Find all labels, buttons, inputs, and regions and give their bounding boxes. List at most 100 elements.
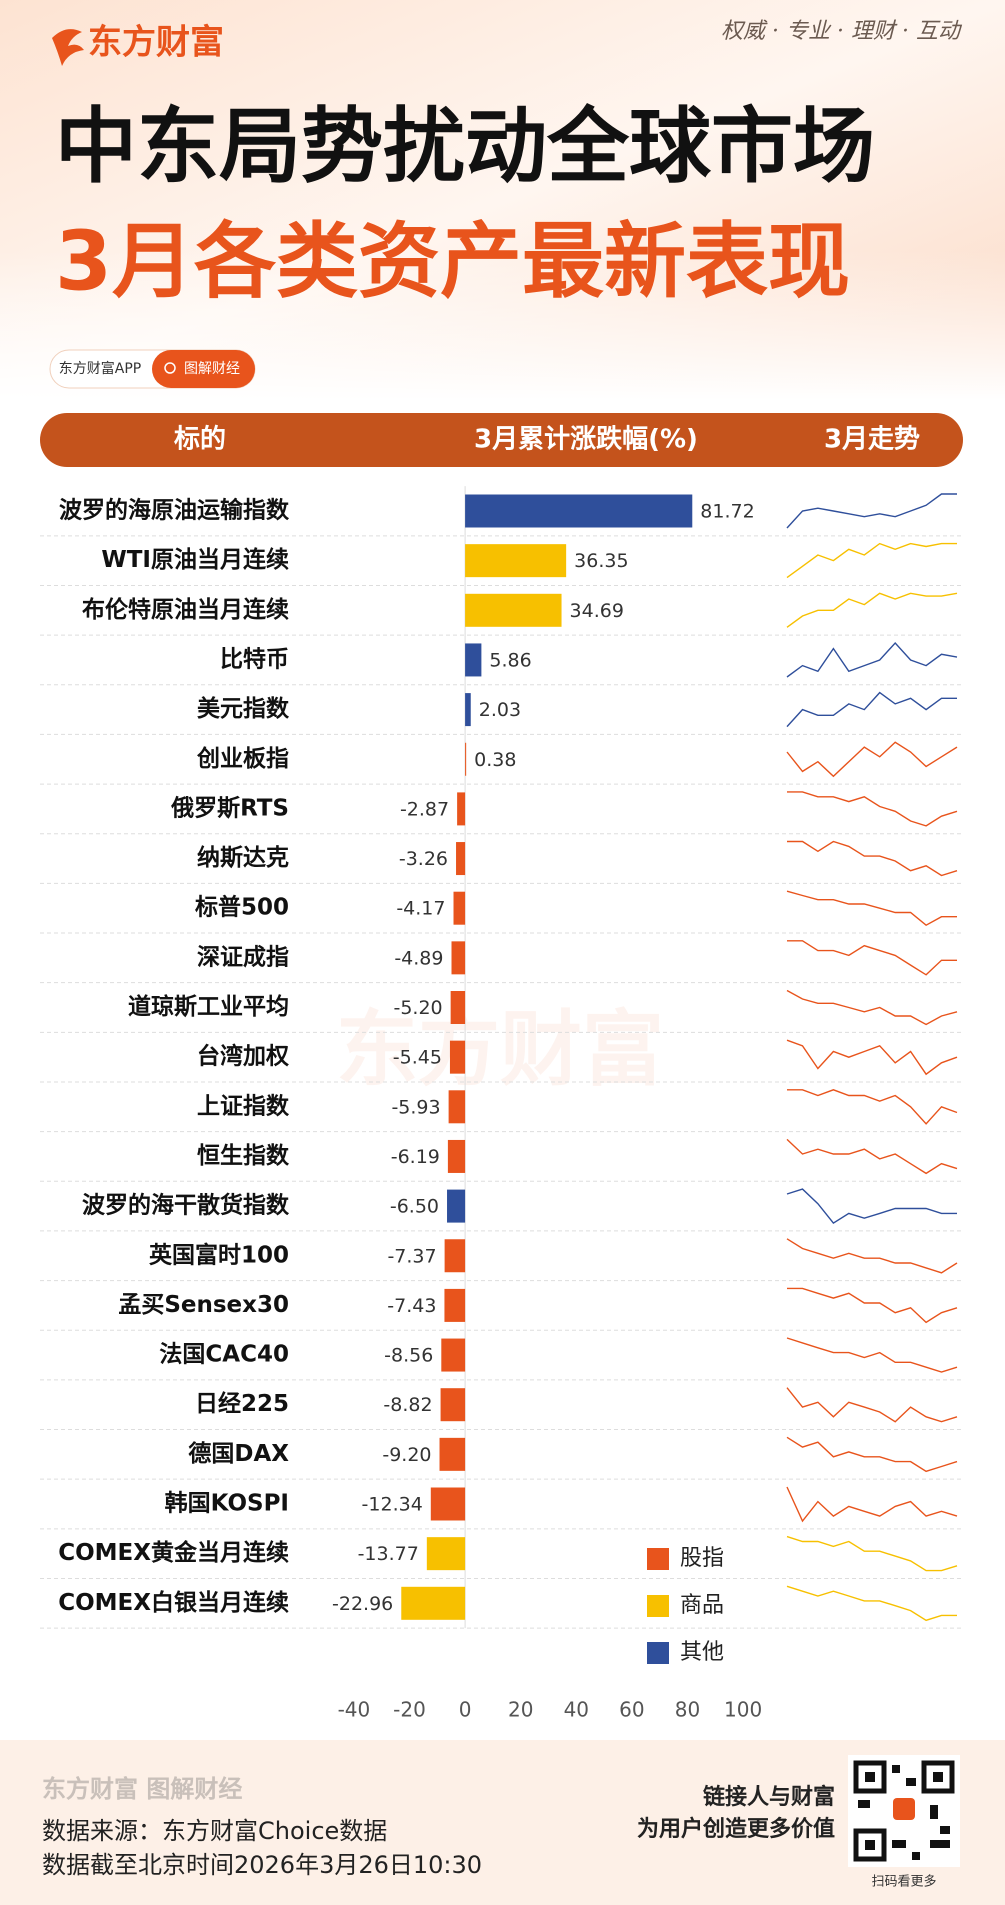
bar: [441, 1338, 466, 1372]
category-label: 纳斯达克: [197, 844, 289, 871]
category-label: 日经225: [195, 1390, 289, 1417]
value-label: -6.50: [390, 1196, 439, 1218]
bar: [401, 1586, 466, 1620]
category-label: 美元指数: [197, 695, 290, 722]
bar: [447, 1189, 466, 1223]
search-icon: [164, 362, 176, 374]
value-label: -12.34: [362, 1494, 423, 1516]
sparkline: [787, 840, 958, 877]
category-label: 恒生指数: [197, 1143, 290, 1169]
value-label: -8.82: [383, 1394, 432, 1416]
category-label: 标普500: [195, 894, 289, 921]
x-tick-label: 0: [459, 1698, 472, 1722]
category-label: 比特币: [220, 646, 289, 672]
bar: [448, 1090, 466, 1124]
sparkline: [786, 691, 957, 728]
value-label: -8.56: [384, 1345, 433, 1367]
bar: [456, 842, 466, 876]
sparkline: [787, 791, 958, 827]
value-label: 0.38: [474, 749, 516, 771]
watermark: 东方财富: [336, 1002, 664, 1097]
column-header: 3月走势: [824, 425, 920, 455]
sparkline: [786, 1188, 957, 1225]
legend-label: 其他: [680, 1640, 724, 1665]
value-label: 36.35: [574, 550, 628, 572]
value-label: -7.37: [387, 1245, 436, 1267]
value-label: 34.69: [570, 600, 624, 622]
value-label: 81.72: [700, 501, 754, 523]
category-label: 韩国KOSPI: [165, 1490, 289, 1517]
category-label: 波罗的海原油运输指数: [59, 497, 290, 524]
bar: [453, 891, 466, 925]
footer-slogan: 链接人与财富: [703, 1784, 835, 1810]
category-label: 法国CAC40: [159, 1342, 289, 1368]
legend-label: 商品: [680, 1593, 724, 1618]
tag-topic: 图解财经: [184, 361, 240, 377]
tag-app: 东方财富APP: [59, 360, 141, 377]
sparkline: [786, 1585, 957, 1622]
sparkline: [786, 1238, 958, 1274]
x-tick-label: 100: [724, 1698, 762, 1722]
bar: [449, 1040, 466, 1074]
sparkline: [786, 1486, 958, 1523]
sparkline: [786, 592, 958, 628]
x-tick-label: -20: [393, 1698, 426, 1722]
bar: [444, 1288, 466, 1322]
category-label: 布伦特原油当月连续: [82, 596, 289, 623]
bar: [439, 1437, 466, 1471]
category-label: COMEX黄金当月连续: [58, 1539, 289, 1566]
category-label: 道琼斯工业平均: [128, 993, 289, 1020]
column-header: 3月累计涨跌幅(%): [474, 425, 698, 455]
source: 数据来源：东方财富Choice数据: [42, 1817, 387, 1845]
category-label: COMEX白银当月连续: [58, 1589, 289, 1616]
x-tick-label: 20: [508, 1698, 533, 1722]
sparkline: [786, 989, 958, 1026]
sparkline: [786, 542, 957, 579]
category-label: 英国富时100: [149, 1241, 289, 1268]
column-header: 标的: [174, 424, 226, 455]
value-label: -2.87: [400, 798, 449, 820]
sparkline: [786, 1138, 958, 1175]
qr-caption: 扫码看更多: [871, 1874, 936, 1890]
value-label: -13.77: [358, 1543, 419, 1565]
tag-pill: [152, 350, 255, 388]
title: 中东局势扰动全球市场: [55, 99, 875, 194]
value-label: -7.43: [387, 1295, 436, 1317]
bar: [426, 1537, 466, 1571]
bar: [465, 742, 467, 776]
x-tick-label: 60: [619, 1698, 644, 1722]
x-tick-label: 40: [564, 1698, 589, 1722]
sparkline: [786, 1436, 958, 1473]
value-label: -4.17: [396, 898, 445, 920]
x-tick-label: 80: [675, 1698, 700, 1722]
legend-swatch: [647, 1548, 669, 1570]
sparkline: [787, 1089, 958, 1125]
sparkline: [786, 1535, 958, 1572]
footer-bg: [0, 1740, 1005, 1905]
value-label: -4.89: [394, 947, 443, 969]
legend-label: 股指: [680, 1546, 724, 1571]
sparkline: [787, 940, 957, 976]
sparkline: [787, 1287, 958, 1324]
category-label: 德国DAX: [188, 1440, 289, 1467]
bar: [465, 643, 482, 677]
category-label: 上证指数: [197, 1093, 290, 1119]
footer-brand: 东方财富 图解财经: [42, 1775, 242, 1803]
category-label: 波罗的海干散货指数: [82, 1192, 290, 1219]
brand-logo: [52, 29, 84, 66]
bar: [450, 991, 466, 1024]
value-label: -5.45: [393, 1047, 442, 1069]
brand: 东方财富: [88, 23, 224, 63]
value-label: 5.86: [489, 649, 531, 671]
bar: [465, 494, 693, 528]
sparkline: [786, 1337, 958, 1373]
bar: [451, 941, 466, 975]
category-label: WTI原油当月连续: [101, 546, 289, 573]
category-label: 深证成指: [197, 944, 289, 970]
category-label: 台湾加权: [197, 1043, 289, 1070]
footer-slogan: 为用户创造更多价值: [637, 1816, 835, 1842]
sparkline: [786, 1387, 958, 1423]
value-label: -5.93: [391, 1096, 440, 1118]
